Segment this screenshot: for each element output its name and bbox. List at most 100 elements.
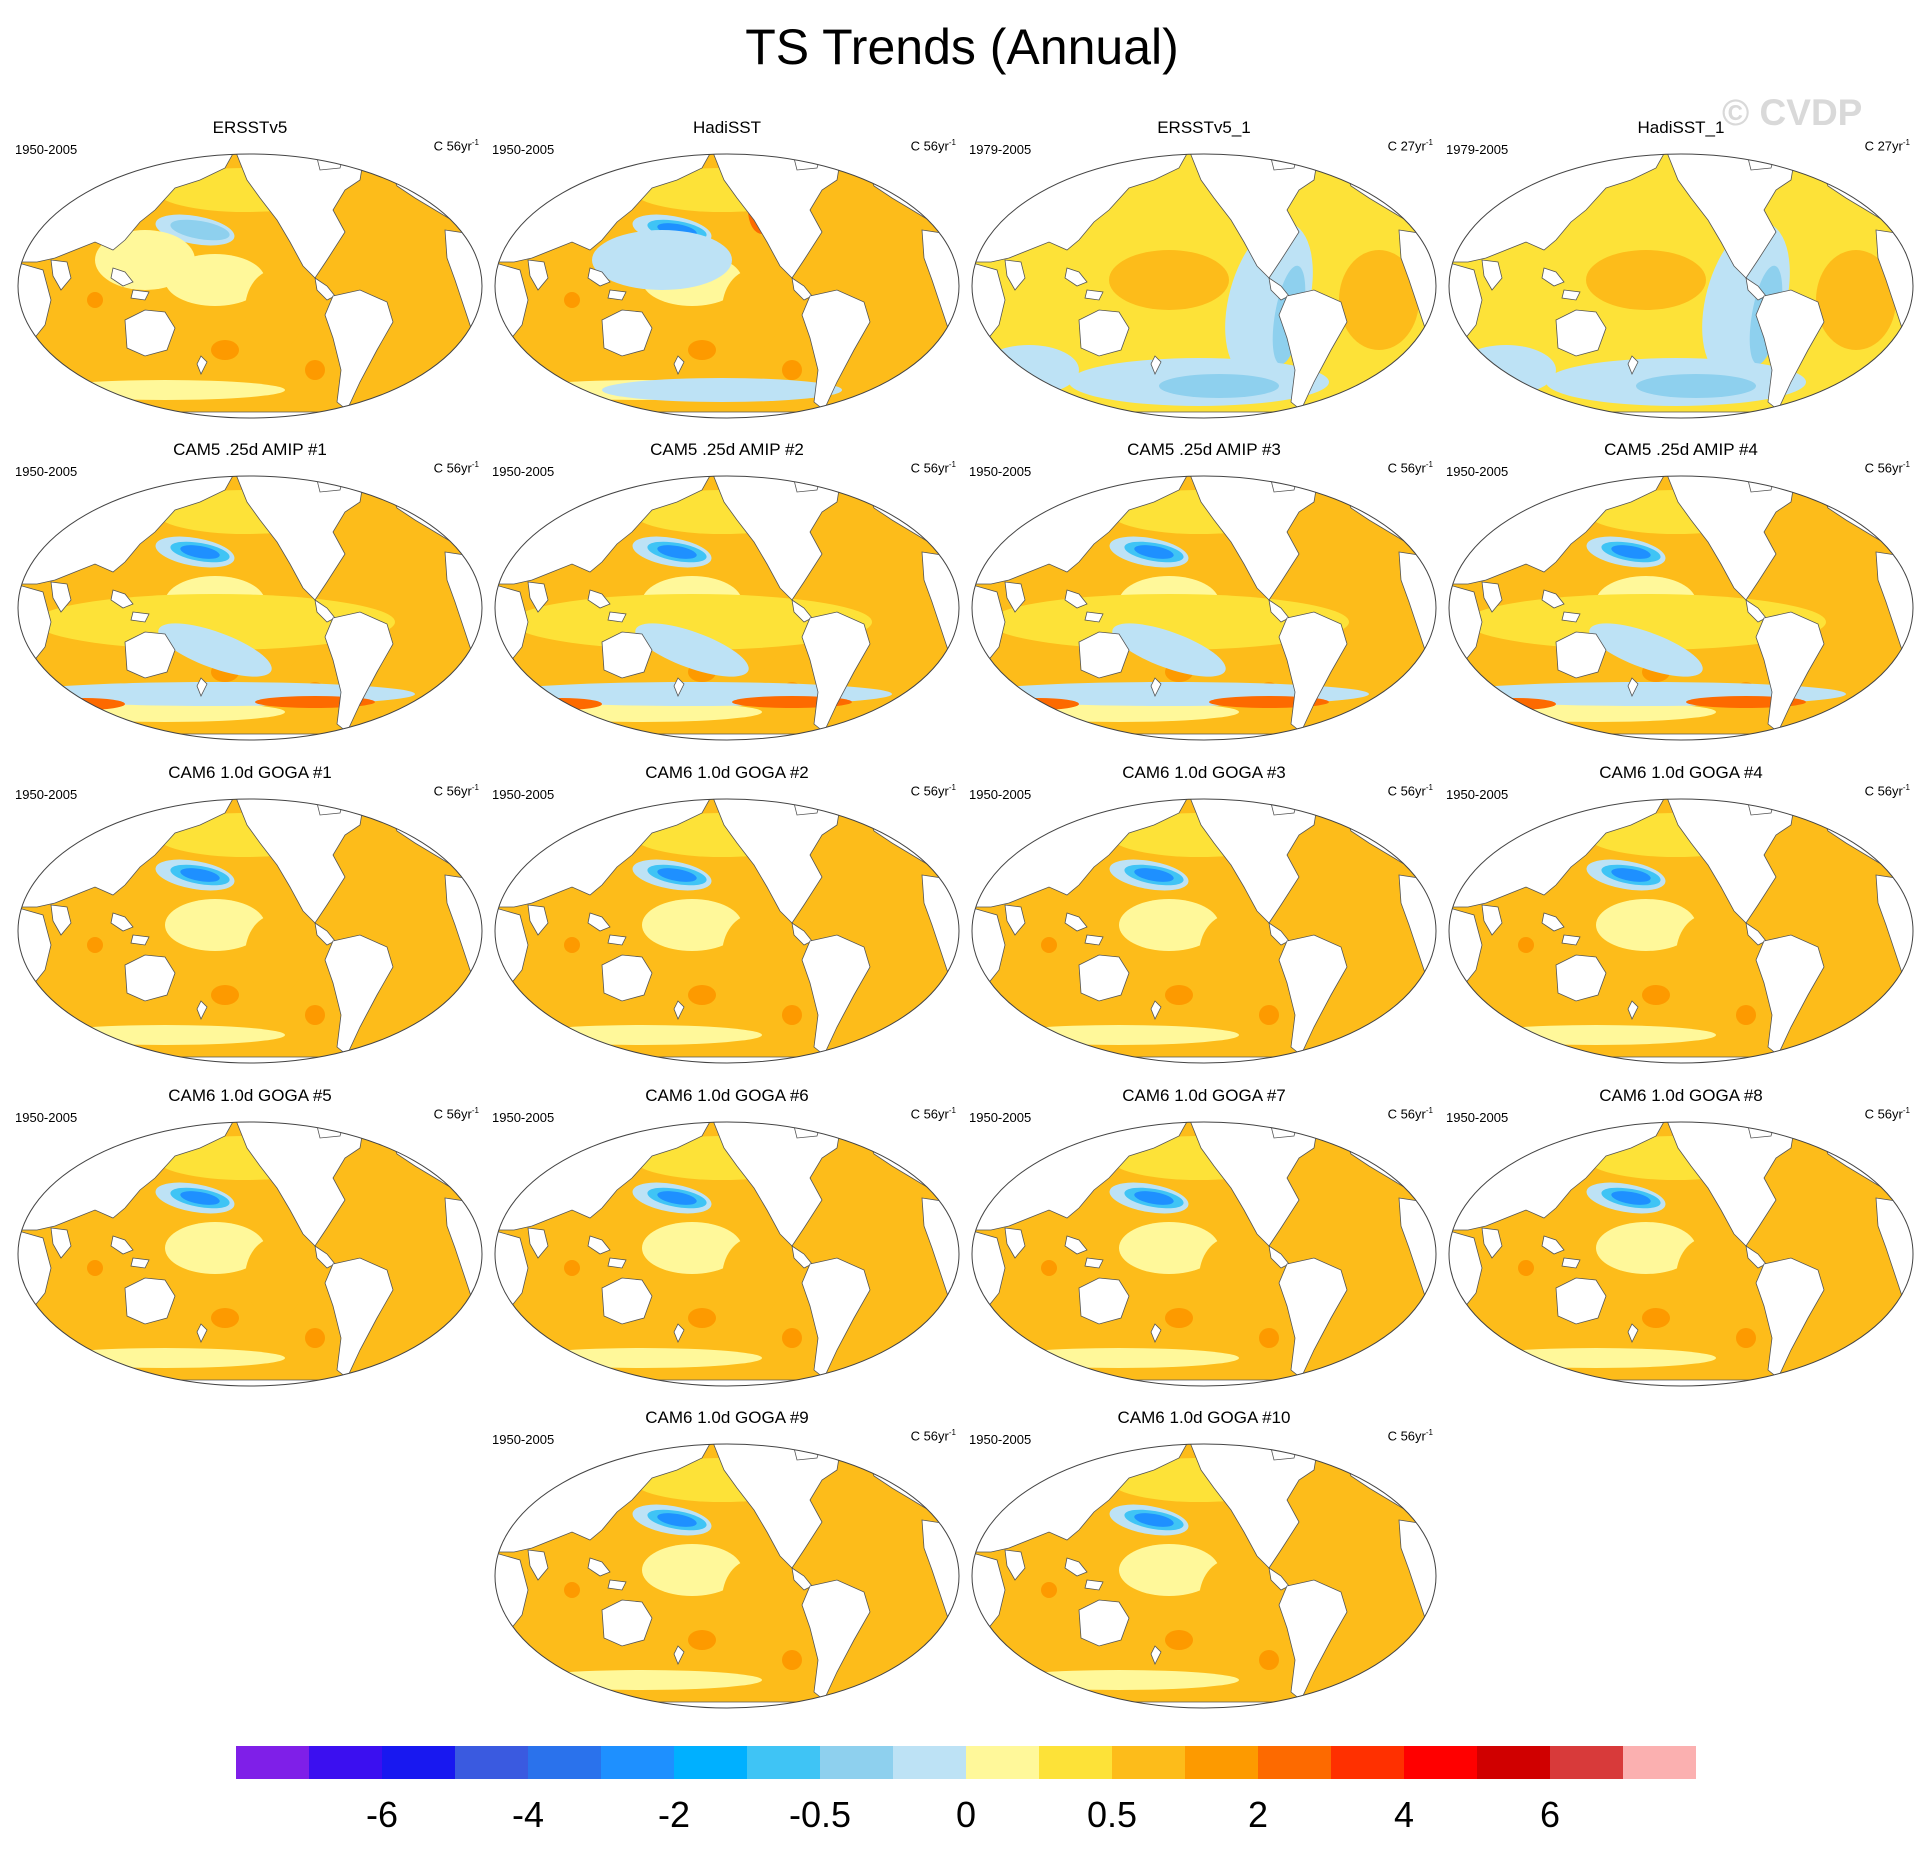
panel-units: C 56yr-1 <box>1387 1106 1433 1122</box>
colorbar-box <box>1039 1746 1112 1779</box>
panel-units: C 56yr-1 <box>910 1106 956 1122</box>
panel-units: C 56yr-1 <box>1387 1428 1433 1444</box>
colorbar-box <box>309 1746 382 1779</box>
colorbar-box <box>455 1746 528 1779</box>
colorbar-box <box>236 1746 309 1779</box>
map-panel: CAM6 1.0d GOGA #5 1950-2005 C 56yr-1 <box>15 1086 485 1387</box>
panel-units: C 27yr-1 <box>1864 138 1910 154</box>
panel-units: C 56yr-1 <box>910 460 956 476</box>
trend-map <box>1448 798 1914 1064</box>
panel-units: C 56yr-1 <box>1387 460 1433 476</box>
map-panel: HadiSST 1950-2005 C 56yr-1 <box>492 118 962 419</box>
map-panel: CAM6 1.0d GOGA #6 1950-2005 C 56yr-1 <box>492 1086 962 1387</box>
panel-units: C 56yr-1 <box>433 460 479 476</box>
panel-years: 1950-2005 <box>492 464 555 479</box>
trend-map <box>971 153 1437 419</box>
panel-years: 1950-2005 <box>969 464 1032 479</box>
colorbar-box <box>1477 1746 1550 1779</box>
map-panel: CAM6 1.0d GOGA #10 1950-2005 C 56yr-1 <box>969 1408 1439 1709</box>
map-panel: ERSSTv5_1 1979-2005 C 27yr-1 <box>969 118 1439 419</box>
panel-title: CAM5 .25d AMIP #4 <box>1604 440 1758 459</box>
trend-map <box>971 1121 1437 1387</box>
panel-years: 1950-2005 <box>1446 787 1509 802</box>
panel-title: CAM6 1.0d GOGA #3 <box>1122 763 1286 782</box>
trend-map <box>494 1443 960 1709</box>
panel-title: CAM5 .25d AMIP #2 <box>650 440 804 459</box>
colorbar-box <box>966 1746 1039 1779</box>
panel-years: 1950-2005 <box>969 787 1032 802</box>
colorbar-label: -6 <box>365 1794 399 1835</box>
panel-title: CAM6 1.0d GOGA #6 <box>645 1086 809 1105</box>
panel-units: C 56yr-1 <box>433 783 479 799</box>
map-panel: CAM6 1.0d GOGA #7 1950-2005 C 56yr-1 <box>969 1086 1439 1387</box>
trend-map <box>17 798 483 1064</box>
colorbar-label: 0.5 <box>1086 1794 1138 1835</box>
map-panel: CAM6 1.0d GOGA #2 1950-2005 C 56yr-1 <box>492 763 962 1064</box>
panel-years: 1950-2005 <box>15 787 78 802</box>
panel-units: C 56yr-1 <box>433 138 479 154</box>
colorbar-label: -0.5 <box>788 1794 852 1835</box>
colorbar-box <box>382 1746 455 1779</box>
colorbar-box <box>674 1746 747 1779</box>
panel-units: C 56yr-1 <box>910 783 956 799</box>
colorbar-box <box>1550 1746 1623 1779</box>
cvdp-watermark: © CVDP <box>1722 92 1863 133</box>
panel-years: 1950-2005 <box>969 1432 1032 1447</box>
map-panel: CAM6 1.0d GOGA #8 1950-2005 C 56yr-1 <box>1446 1086 1916 1387</box>
panel-years: 1950-2005 <box>492 787 555 802</box>
colorbar-box <box>1404 1746 1477 1779</box>
panel-units: C 56yr-1 <box>1864 1106 1910 1122</box>
trend-map <box>971 1443 1437 1709</box>
colorbar-box <box>1112 1746 1185 1779</box>
colorbar-box <box>1331 1746 1404 1779</box>
colorbar-label: -4 <box>511 1794 545 1835</box>
panel-units: C 56yr-1 <box>910 138 956 154</box>
colorbar-box <box>1258 1746 1331 1779</box>
panel-title: CAM6 1.0d GOGA #5 <box>168 1086 332 1105</box>
panel-title: ERSSTv5 <box>212 118 288 137</box>
panel-units: C 27yr-1 <box>1387 138 1433 154</box>
panel-years: 1979-2005 <box>1446 142 1509 157</box>
panel-title: CAM5 .25d AMIP #1 <box>173 440 327 459</box>
panel-years: 1950-2005 <box>15 142 78 157</box>
panel-title: CAM6 1.0d GOGA #2 <box>645 763 809 782</box>
colorbar-box <box>601 1746 674 1779</box>
trend-map <box>494 475 960 741</box>
panel-title: CAM6 1.0d GOGA #4 <box>1599 763 1763 782</box>
panel-title: CAM5 .25d AMIP #3 <box>1127 440 1281 459</box>
panel-title: CAM6 1.0d GOGA #9 <box>645 1408 809 1427</box>
colorbar-box <box>1623 1746 1696 1779</box>
map-panel: CAM5 .25d AMIP #1 1950-2005 C 56yr-1 <box>15 440 485 741</box>
map-panel: CAM6 1.0d GOGA #1 1950-2005 C 56yr-1 <box>15 763 485 1064</box>
trend-map <box>494 153 960 419</box>
map-panel: CAM6 1.0d GOGA #9 1950-2005 C 56yr-1 <box>492 1408 962 1709</box>
colorbar-box <box>1185 1746 1258 1779</box>
panel-years: 1950-2005 <box>969 1110 1032 1125</box>
panel-years: 1950-2005 <box>492 142 555 157</box>
trend-map <box>17 475 483 741</box>
colorbar-box <box>528 1746 601 1779</box>
panel-title: CAM6 1.0d GOGA #7 <box>1122 1086 1286 1105</box>
colorbar-label: -2 <box>657 1794 691 1835</box>
panel-years: 1950-2005 <box>492 1432 555 1447</box>
panel-years: 1950-2005 <box>492 1110 555 1125</box>
panel-years: 1979-2005 <box>969 142 1032 157</box>
colorbar-label: 4 <box>1393 1794 1415 1835</box>
map-panel: CAM5 .25d AMIP #2 1950-2005 C 56yr-1 <box>492 440 962 741</box>
map-panel: CAM6 1.0d GOGA #4 1950-2005 C 56yr-1 <box>1446 763 1916 1064</box>
panel-years: 1950-2005 <box>15 1110 78 1125</box>
panel-units: C 56yr-1 <box>1864 460 1910 476</box>
trend-map <box>17 153 483 419</box>
panel-years: 1950-2005 <box>1446 1110 1509 1125</box>
panel-years: 1950-2005 <box>1446 464 1509 479</box>
map-panel: CAM5 .25d AMIP #3 1950-2005 C 56yr-1 <box>969 440 1439 741</box>
panel-title: CAM6 1.0d GOGA #10 <box>1117 1408 1291 1427</box>
panel-units: C 56yr-1 <box>910 1428 956 1444</box>
panel-title: CAM6 1.0d GOGA #1 <box>168 763 332 782</box>
panel-units: C 56yr-1 <box>1387 783 1433 799</box>
map-panel: CAM5 .25d AMIP #4 1950-2005 C 56yr-1 <box>1446 440 1916 741</box>
trend-map <box>1448 153 1914 419</box>
panel-units: C 56yr-1 <box>1864 783 1910 799</box>
colorbar-box <box>747 1746 820 1779</box>
colorbar-label: 0 <box>955 1794 977 1835</box>
